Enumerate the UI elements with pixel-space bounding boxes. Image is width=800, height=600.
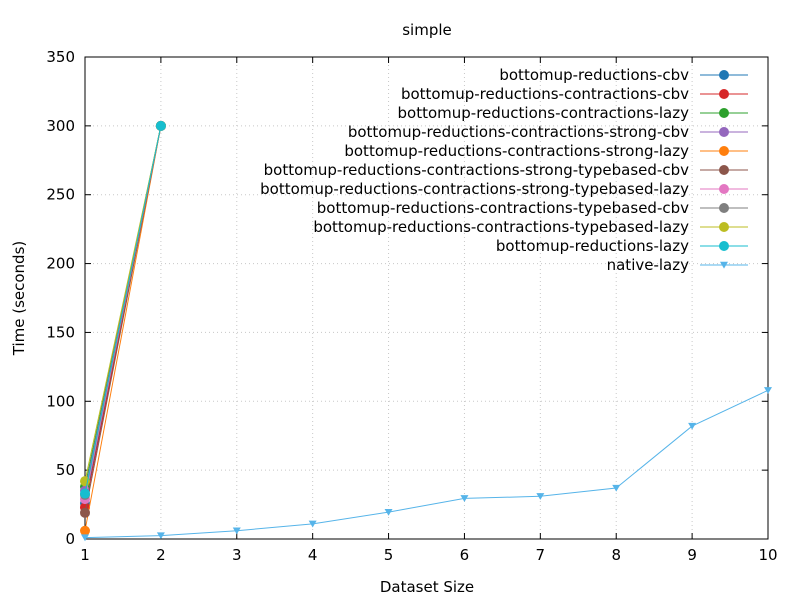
- series-line: [84, 125, 162, 494]
- legend-item: native-lazy: [607, 256, 748, 274]
- legend-marker: [719, 203, 729, 213]
- legend-item: bottomup-reductions-contractions-strong-…: [264, 161, 748, 179]
- x-tick-label: 6: [460, 546, 470, 564]
- data-point: [612, 484, 621, 492]
- x-tick-label: 1: [80, 546, 90, 564]
- legend: bottomup-reductions-cbvbottomup-reductio…: [260, 66, 748, 274]
- legend-marker: [720, 261, 728, 269]
- legend-label: bottomup-reductions-contractions-strong-…: [344, 142, 689, 160]
- legend-marker: [719, 108, 729, 118]
- legend-label: bottomup-reductions-contractions-strong-…: [264, 161, 689, 179]
- legend-item: bottomup-reductions-contractions-cbv: [401, 85, 748, 103]
- legend-marker: [719, 127, 729, 137]
- legend-item: bottomup-reductions-contractions-typebas…: [313, 218, 748, 236]
- y-axis-title: Time (seconds): [10, 241, 28, 357]
- series-bottomup-reductions-lazy: [80, 120, 166, 499]
- y-tick-label: 100: [46, 392, 75, 410]
- legend-marker: [719, 241, 729, 251]
- y-tick-label: 50: [56, 461, 75, 479]
- legend-item: bottomup-reductions-cbv: [499, 66, 748, 84]
- legend-marker: [719, 146, 729, 156]
- x-tick-label: 9: [687, 546, 697, 564]
- series-group: [80, 120, 772, 542]
- data-point: [308, 520, 317, 528]
- legend-item: bottomup-reductions-contractions-strong-…: [348, 123, 748, 141]
- legend-label: bottomup-reductions-contractions-strong-…: [260, 180, 689, 198]
- y-tick-label: 250: [46, 186, 75, 204]
- x-tick-label: 10: [758, 546, 777, 564]
- y-tick-label: 350: [46, 48, 75, 66]
- data-point: [156, 532, 165, 540]
- x-tick-label: 7: [536, 546, 546, 564]
- x-axis-title: Dataset Size: [380, 578, 474, 596]
- legend-marker: [719, 70, 729, 80]
- x-tick-label: 5: [384, 546, 394, 564]
- data-point: [80, 507, 90, 518]
- x-tick-label: 3: [232, 546, 242, 564]
- legend-label: bottomup-reductions-contractions-strong-…: [348, 123, 689, 141]
- y-tick-label: 300: [46, 117, 75, 135]
- legend-label: bottomup-reductions-cbv: [499, 66, 689, 84]
- series-line: [84, 125, 162, 531]
- series-line: [84, 389, 769, 539]
- x-tick-label: 2: [156, 546, 166, 564]
- legend-marker: [719, 222, 729, 232]
- y-tick-label: 0: [65, 530, 75, 548]
- data-point: [688, 422, 697, 430]
- data-point: [80, 525, 90, 536]
- data-point: [155, 120, 166, 131]
- legend-label: bottomup-reductions-contractions-typebas…: [313, 218, 689, 236]
- legend-label: bottomup-reductions-contractions-typebas…: [317, 199, 689, 217]
- legend-label: native-lazy: [607, 256, 689, 274]
- data-point: [764, 387, 772, 394]
- data-point: [80, 488, 90, 499]
- legend-item: bottomup-reductions-contractions-strong-…: [260, 180, 748, 198]
- plot-frame: [84, 56, 769, 540]
- legend-marker: [719, 165, 729, 175]
- legend-label: bottomup-reductions-contractions-lazy: [398, 104, 690, 122]
- series-native-lazy: [81, 387, 772, 542]
- data-point: [460, 495, 469, 502]
- legend-item: bottomup-reductions-contractions-strong-…: [344, 142, 748, 160]
- x-tick-label: 4: [308, 546, 318, 564]
- x-tick-label: 8: [611, 546, 621, 564]
- chart-title: simple: [402, 21, 452, 39]
- data-point: [384, 508, 393, 516]
- legend-label: bottomup-reductions-lazy: [496, 237, 689, 255]
- legend-item: bottomup-reductions-contractions-typebas…: [317, 199, 748, 217]
- data-point: [81, 534, 89, 542]
- legend-marker: [719, 184, 729, 194]
- legend-label: bottomup-reductions-contractions-cbv: [401, 85, 689, 103]
- legend-item: bottomup-reductions-contractions-lazy: [398, 104, 748, 122]
- legend-marker: [719, 89, 729, 99]
- grid-lines: [85, 57, 768, 539]
- y-tick-label: 150: [46, 323, 75, 341]
- data-point: [536, 493, 545, 500]
- data-point: [232, 527, 241, 535]
- legend-item: bottomup-reductions-lazy: [496, 237, 748, 255]
- y-tick-label: 200: [46, 255, 75, 273]
